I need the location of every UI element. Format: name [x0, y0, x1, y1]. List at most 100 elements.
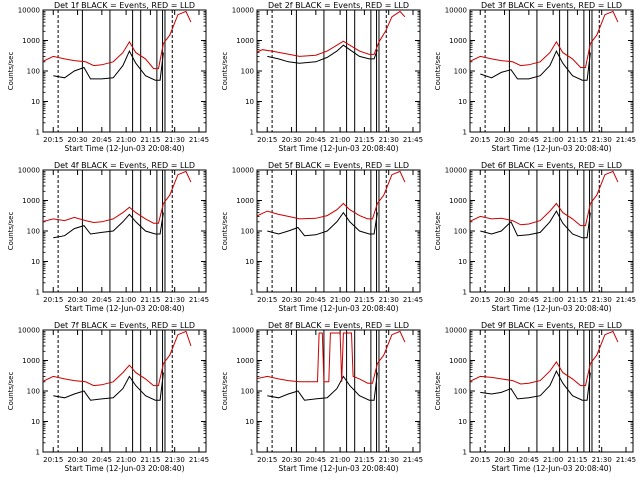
y-tick-label: 10	[245, 98, 254, 106]
y-tick-label: 100	[241, 388, 254, 396]
y-tick-label: 1	[36, 289, 40, 297]
y-tick-label: 1	[463, 289, 467, 297]
plot-frame	[256, 169, 421, 293]
y-tick-label: 100	[454, 388, 467, 396]
panel-title: Det 2f BLACK = Events, RED = LLD	[268, 1, 409, 10]
x-tick-label: 20:45	[306, 456, 326, 464]
panel-title: Det 4f BLACK = Events, RED = LLD	[54, 161, 195, 170]
series-lld	[470, 330, 619, 387]
panel-5: Det 5f BLACK = Events, RED = LLD 1 10 100 10…	[221, 161, 423, 313]
y-tick-label: 10	[31, 418, 40, 426]
x-tick-label: 21:30	[165, 456, 185, 464]
y-axis-label: Counts/sec	[7, 372, 15, 411]
y-axis-label: Counts/sec	[221, 52, 229, 91]
x-tick-label: 21:30	[592, 296, 612, 304]
x-tick-label: 20:30	[281, 456, 301, 464]
x-axis-label: Start Time (12-Jun-03 20:08:40)	[279, 144, 399, 153]
x-axis-label: Start Time (12-Jun-03 20:08:40)	[279, 304, 399, 313]
x-tick-label: 20:15	[470, 136, 490, 144]
x-axis-label: Start Time (12-Jun-03 20:08:40)	[65, 144, 185, 153]
y-tick-label: 10000	[18, 7, 40, 15]
panel-1: Det 1f BLACK = Events, RED = LLD 1 10 100 10…	[7, 1, 209, 153]
panel-6: Det 6f BLACK = Events, RED = LLD 1 10 100 10…	[434, 161, 636, 313]
y-tick-label: 10	[245, 418, 254, 426]
y-tick-label: 10000	[232, 167, 254, 175]
y-tick-label: 10000	[18, 167, 40, 175]
panel-title: Det 1f BLACK = Events, RED = LLD	[54, 1, 195, 10]
x-tick-label: 21:30	[165, 136, 185, 144]
x-tick-label: 20:45	[92, 296, 112, 304]
plot-frame	[256, 329, 421, 453]
x-tick-label: 21:30	[165, 296, 185, 304]
series-events	[53, 212, 164, 239]
series-events	[53, 372, 164, 401]
x-tick-label: 20:30	[494, 456, 514, 464]
x-tick-label: 21:45	[403, 296, 423, 304]
x-tick-label: 21:00	[330, 456, 350, 464]
y-tick-label: 100	[241, 228, 254, 236]
x-tick-label: 21:15	[567, 136, 587, 144]
y-axis-label: Counts/sec	[221, 372, 229, 411]
x-tick-label: 21:15	[567, 296, 587, 304]
x-tick-label: 21:30	[592, 456, 612, 464]
x-tick-label: 20:45	[519, 456, 539, 464]
y-tick-label: 100	[27, 68, 40, 76]
x-tick-label: 20:15	[257, 296, 277, 304]
panel-title: Det 5f BLACK = Events, RED = LLD	[268, 161, 409, 170]
y-tick-label: 1	[463, 449, 467, 457]
y-tick-label: 10000	[232, 327, 254, 335]
x-tick-label: 20:45	[306, 136, 326, 144]
y-tick-label: 10000	[232, 7, 254, 15]
x-tick-label: 20:15	[470, 296, 490, 304]
y-axis-label: Counts/sec	[221, 212, 229, 251]
x-tick-label: 21:15	[354, 456, 374, 464]
x-tick-label: 20:45	[519, 296, 539, 304]
x-tick-label: 20:15	[257, 136, 277, 144]
x-tick-label: 21:15	[354, 296, 374, 304]
x-tick-label: 20:30	[281, 136, 301, 144]
y-tick-label: 1	[463, 129, 467, 137]
x-tick-label: 20:45	[92, 456, 112, 464]
series-events	[53, 49, 164, 81]
y-tick-label: 1000	[449, 197, 467, 205]
x-tick-label: 21:45	[616, 296, 636, 304]
series-events	[267, 44, 378, 64]
plot-frame	[469, 169, 634, 293]
series-events	[480, 369, 591, 401]
series-events	[267, 372, 378, 401]
x-tick-label: 21:30	[379, 296, 399, 304]
x-tick-label: 20:45	[306, 296, 326, 304]
y-tick-label: 10000	[445, 7, 467, 15]
y-tick-label: 1000	[236, 197, 254, 205]
y-tick-label: 1	[36, 449, 40, 457]
x-tick-label: 21:45	[616, 456, 636, 464]
x-tick-label: 21:00	[116, 136, 136, 144]
x-axis-label: Start Time (12-Jun-03 20:08:40)	[65, 304, 185, 313]
y-axis-label: Counts/sec	[7, 52, 15, 91]
x-tick-label: 20:30	[494, 136, 514, 144]
panel-4: Det 4f BLACK = Events, RED = LLD 1 10 100 10…	[7, 161, 209, 313]
series-events	[480, 210, 591, 239]
y-tick-label: 10	[245, 258, 254, 266]
plot-frame	[42, 169, 207, 293]
y-tick-label: 1000	[236, 37, 254, 45]
series-lld	[257, 170, 406, 220]
plot-frame	[42, 329, 207, 453]
x-tick-label: 21:15	[567, 456, 587, 464]
x-tick-label: 21:00	[543, 456, 563, 464]
x-tick-label: 21:00	[330, 296, 350, 304]
x-tick-label: 21:45	[403, 456, 423, 464]
x-tick-label: 20:45	[519, 136, 539, 144]
y-tick-label: 10000	[445, 167, 467, 175]
panel-title: Det 3f BLACK = Events, RED = LLD	[481, 1, 622, 10]
plot-frame	[469, 9, 634, 133]
x-tick-label: 21:00	[116, 456, 136, 464]
series-events	[267, 211, 378, 237]
plot-frame	[256, 9, 421, 133]
y-tick-label: 100	[454, 68, 467, 76]
series-lld	[43, 330, 192, 387]
x-tick-label: 21:15	[140, 456, 160, 464]
y-tick-label: 10	[458, 98, 467, 106]
panel-2: Det 2f BLACK = Events, RED = LLD 1 10 100 10…	[221, 1, 423, 153]
